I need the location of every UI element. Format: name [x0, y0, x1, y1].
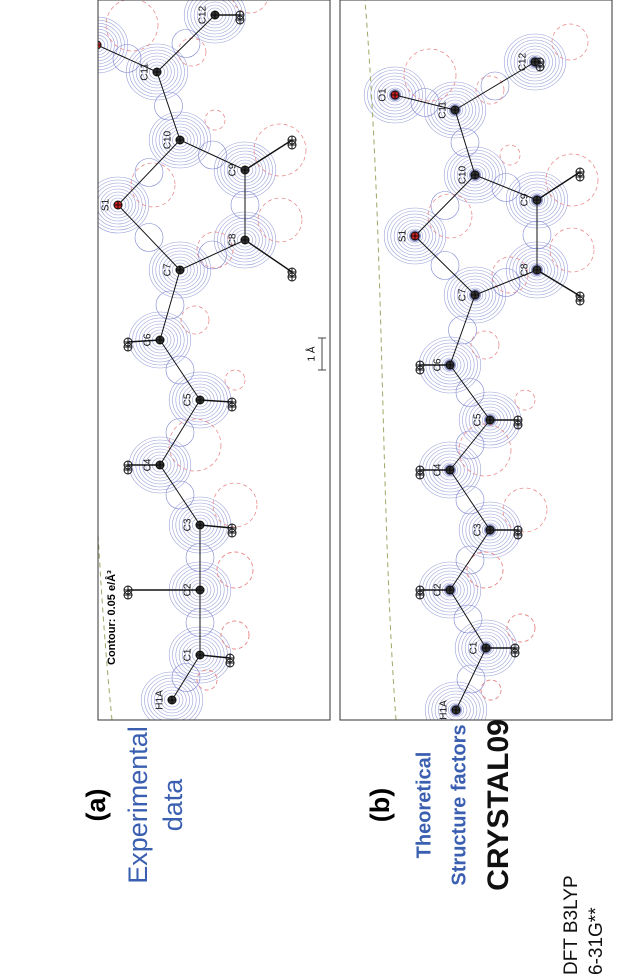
atom-label: C7 — [458, 288, 469, 301]
bond — [118, 205, 180, 270]
negative-contour — [217, 552, 253, 588]
atom-label: C8 — [228, 233, 239, 246]
atom-label: S1 — [101, 198, 112, 211]
figure: H1A C1 C2 C3 C4 C5 C6 C7 C8 C9 C10 C11 C12 S1 O1 H1A C1… — [0, 0, 629, 978]
contour — [83, 32, 112, 58]
negative-contour — [500, 145, 520, 165]
atom-label: C12 — [198, 5, 209, 24]
atom-label: C5 — [183, 393, 194, 406]
scale-label: 1 Å — [305, 346, 318, 361]
panel-a-title: data — [158, 778, 188, 832]
h-bond — [537, 270, 580, 296]
panel-b-program: CRYSTAL09 — [482, 719, 515, 891]
contour — [73, 23, 121, 67]
atom-label: C4 — [143, 458, 154, 471]
atom-label: C2 — [433, 583, 444, 596]
panel-a-title: Experimental — [123, 726, 153, 884]
atom-label: C7 — [163, 263, 174, 276]
h-bond — [537, 172, 580, 200]
atom-label: O1 — [80, 38, 91, 52]
bond — [160, 270, 180, 340]
atom-label: C10 — [163, 130, 174, 149]
atom-label: C3 — [473, 523, 484, 536]
panel-b-map: H1A C1 C2 C3 C4 C5 C6 C7 C8 C9 C10 C11 C12 S1 O1 — [364, 0, 598, 738]
negative-contour — [213, 483, 257, 527]
negative-contour — [481, 680, 501, 700]
atom-label: C9 — [228, 163, 239, 176]
panel-a-label: (a) — [81, 789, 111, 822]
atom-label: C9 — [520, 193, 531, 206]
panel-b-label: (b) — [365, 788, 395, 822]
atom-label: C11 — [140, 63, 151, 81]
h-bond — [200, 655, 230, 658]
atom-label: C6 — [143, 333, 154, 346]
negative-contour — [552, 24, 588, 60]
negative-contour — [258, 198, 302, 242]
negative-contour — [205, 110, 225, 130]
atom-label: C11 — [438, 101, 449, 119]
bond — [450, 590, 486, 648]
contour-note: Contour: 0.05 e/Å³ — [105, 570, 118, 665]
panel-a-map: H1A C1 C2 C3 C4 C5 C6 C7 C8 C9 C10 C11 C12 S1 O1 — [66, 0, 306, 728]
contour — [89, 38, 104, 52]
bond — [157, 72, 180, 140]
atom-label: C12 — [518, 52, 529, 71]
atom-label: O1 — [378, 88, 389, 102]
contour — [66, 17, 128, 73]
negative-contour — [225, 370, 245, 390]
panel-a-frame — [98, 0, 330, 720]
negative-contour — [503, 488, 547, 532]
atom-label: C1 — [183, 648, 194, 661]
panel-b-title: Structure factors — [448, 724, 470, 885]
contour — [79, 29, 114, 61]
atom-label: H1A — [155, 690, 166, 710]
panel-b-title: Theoretical — [413, 752, 435, 859]
atom-label: S1 — [398, 229, 409, 242]
atom-label: C3 — [183, 518, 194, 531]
atom-label: C5 — [473, 413, 484, 426]
negative-contour — [550, 228, 594, 272]
atom-label: C8 — [520, 263, 531, 276]
bond — [415, 236, 475, 295]
atom-label: C6 — [433, 358, 444, 371]
atom-label: C2 — [183, 583, 194, 596]
atom-label: H1A — [439, 700, 450, 720]
contour — [70, 20, 125, 70]
contour — [76, 26, 118, 64]
bond — [455, 110, 475, 175]
zero-contour — [365, 0, 396, 720]
atom-label: C10 — [458, 165, 469, 184]
atom-label: C1 — [469, 641, 480, 654]
atom-label: C4 — [433, 463, 444, 476]
method: DFT B3LYP — [561, 875, 582, 975]
basis: 6-31G** — [586, 907, 607, 975]
negative-contour — [515, 390, 535, 410]
